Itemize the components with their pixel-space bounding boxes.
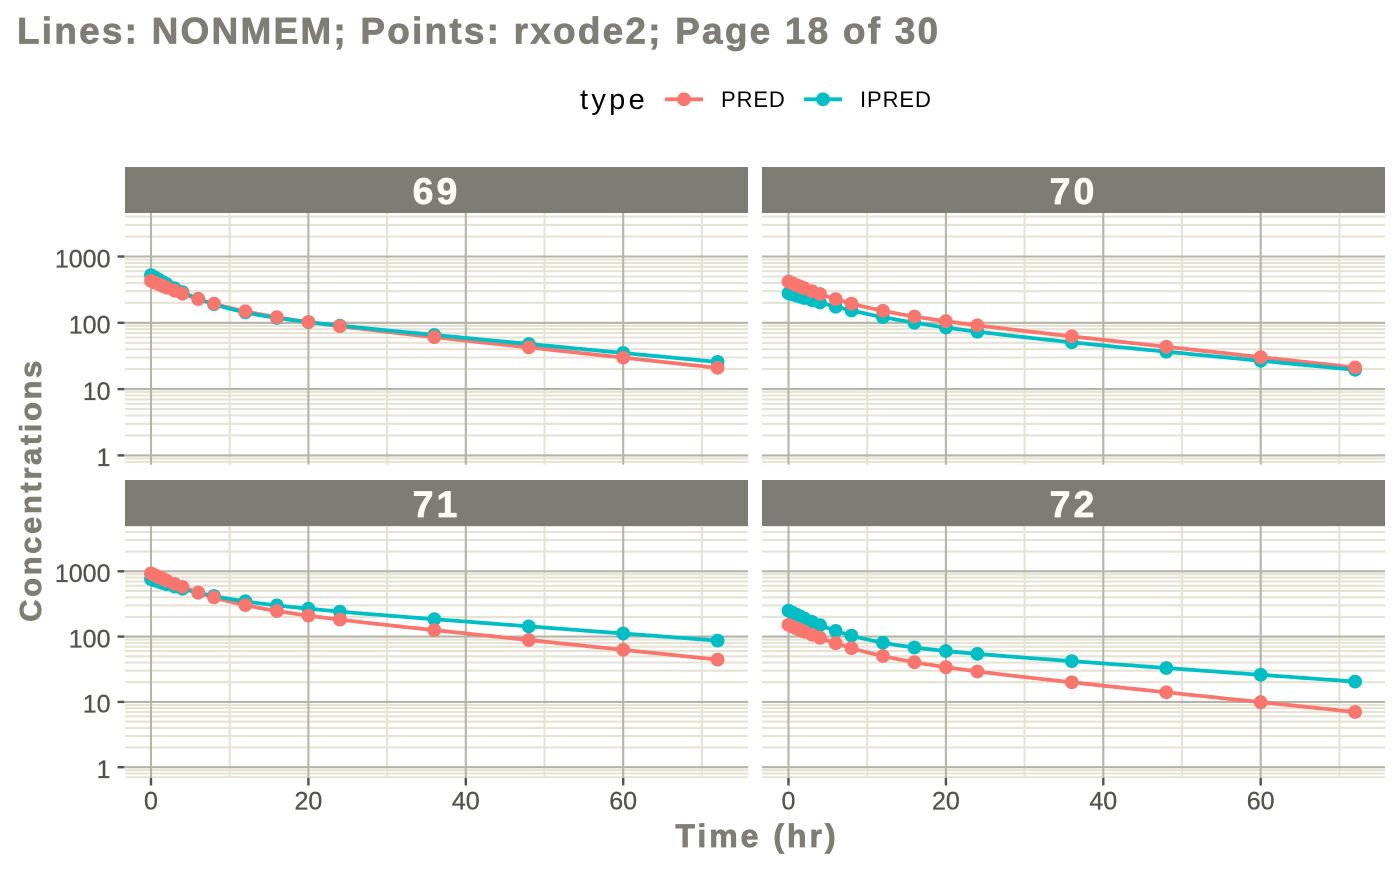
svg-text:100: 100	[69, 312, 111, 340]
svg-text:type: type	[580, 84, 648, 116]
svg-text:1: 1	[97, 756, 111, 784]
svg-text:0: 0	[782, 788, 796, 816]
svg-text:0: 0	[144, 788, 158, 816]
svg-text:60: 60	[1247, 788, 1275, 816]
svg-text:70: 70	[1050, 170, 1098, 212]
svg-text:100: 100	[69, 625, 111, 653]
svg-text:PRED: PRED	[721, 87, 786, 112]
svg-text:71: 71	[413, 483, 461, 525]
svg-text:40: 40	[452, 788, 480, 816]
svg-text:IPRED: IPRED	[860, 87, 932, 112]
svg-text:Time (hr): Time (hr)	[675, 818, 838, 854]
svg-text:40: 40	[1089, 788, 1117, 816]
svg-text:20: 20	[294, 788, 322, 816]
svg-text:10: 10	[83, 691, 111, 719]
svg-text:1000: 1000	[55, 560, 111, 588]
svg-text:10: 10	[83, 378, 111, 406]
svg-text:69: 69	[413, 170, 461, 212]
svg-text:1: 1	[97, 444, 111, 472]
svg-text:Concentrations: Concentrations	[13, 358, 48, 622]
svg-text:1000: 1000	[55, 245, 111, 273]
svg-text:20: 20	[932, 788, 960, 816]
svg-text:Lines: NONMEM; Points: rxode2;: Lines: NONMEM; Points: rxode2; Page 18 o…	[17, 11, 940, 52]
svg-text:60: 60	[609, 788, 637, 816]
svg-text:72: 72	[1050, 483, 1098, 525]
